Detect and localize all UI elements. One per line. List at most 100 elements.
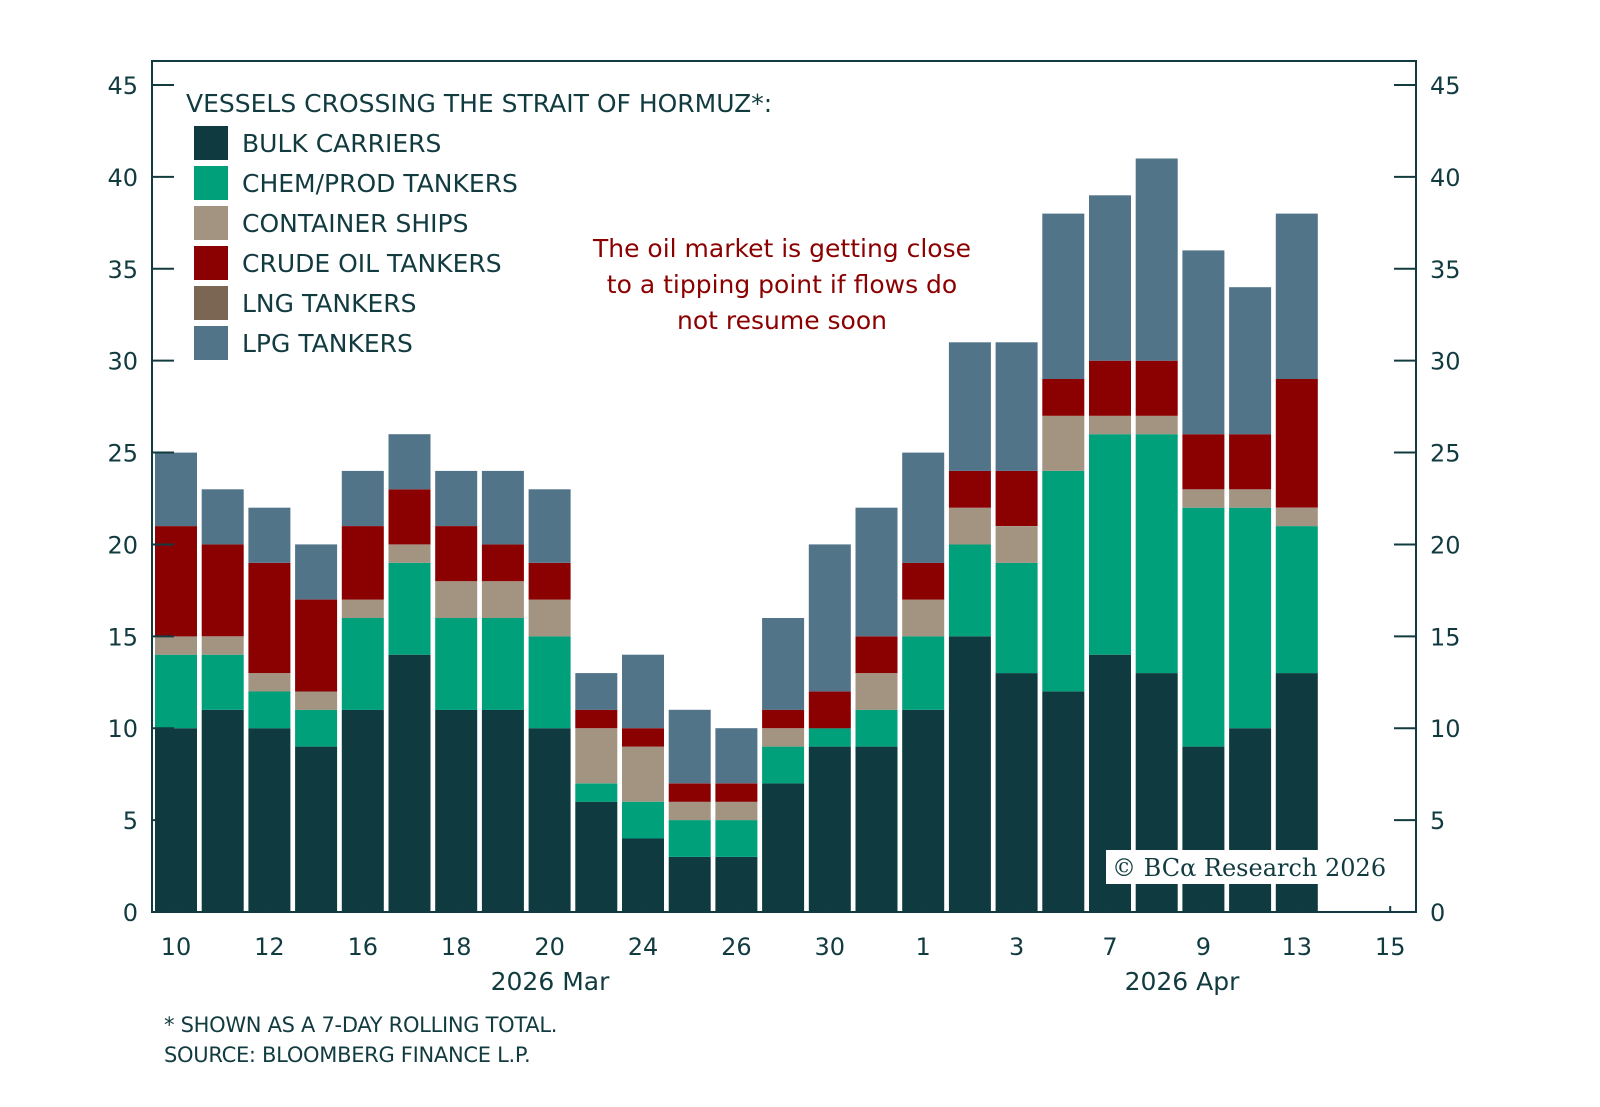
legend-swatch <box>194 326 228 360</box>
bar-segment-container-ships <box>528 599 571 637</box>
legend-label: CRUDE OIL TANKERS <box>242 249 502 278</box>
bar-segment-bulk-carriers <box>201 709 244 912</box>
bar-segment-lpg-tankers <box>155 452 197 527</box>
bar-segment-lpg-tankers <box>622 654 664 729</box>
bar-segment-container-ships <box>668 801 711 821</box>
x-tick-label: 18 <box>441 933 472 961</box>
legend-label: BULK CARRIERS <box>242 129 441 158</box>
x-axis: 10 12 16 18 20 24 26 30 1 3 7 9 13 15 <box>161 906 1405 961</box>
x-tick-label: 12 <box>254 933 285 961</box>
bar-segment-crude-oil-tankers <box>995 470 1038 526</box>
bar-segment-chem-prod-tankers <box>435 618 478 710</box>
bar-segment-crude-oil-tankers <box>295 599 338 692</box>
bar-segment-crude-oil-tankers <box>341 526 384 600</box>
x-tick-label: 20 <box>534 933 565 961</box>
bar-segment-chem-prod-tankers <box>575 783 618 802</box>
y-tick-label-left: 15 <box>107 623 138 651</box>
y-tick-label-left: 30 <box>107 348 138 376</box>
bar-segment-container-ships <box>248 673 291 692</box>
bar-segment-lpg-tankers <box>1089 195 1131 361</box>
x-tick-label: 1 <box>916 933 931 961</box>
bar-segment-container-ships <box>715 801 758 821</box>
bar-segment-bulk-carriers <box>762 783 805 912</box>
bar-segment-container-ships <box>1229 489 1272 508</box>
bar-segment-lpg-tankers <box>855 507 898 637</box>
bar-segment-crude-oil-tankers <box>948 470 991 508</box>
bar-segment-bulk-carriers <box>808 746 851 912</box>
copyright-background <box>1106 850 1386 884</box>
copyright-text: © BCα Research 2026 <box>1112 854 1386 882</box>
bar-segment-crude-oil-tankers <box>1229 434 1272 490</box>
y-tick-label-right: 35 <box>1430 256 1461 284</box>
bar-segment-container-ships <box>341 599 384 618</box>
bar-segment-chem-prod-tankers <box>201 654 244 710</box>
bar-segment-container-ships <box>575 728 618 784</box>
legend: VESSELS CROSSING THE STRAIT OF HORMUZ*: … <box>186 89 772 360</box>
y-tick-label-left: 20 <box>107 531 138 559</box>
bar-segment-chem-prod-tankers <box>1182 507 1225 747</box>
bar-segment-chem-prod-tankers <box>341 618 384 710</box>
bar-segment-crude-oil-tankers <box>808 691 851 729</box>
bar-segment-lpg-tankers <box>1042 213 1085 379</box>
bar-segment-chem-prod-tankers <box>1089 434 1131 655</box>
legend-label: LNG TANKERS <box>242 289 417 318</box>
bar-segment-chem-prod-tankers <box>902 636 945 710</box>
bar-segment-bulk-carriers <box>528 728 571 912</box>
bar-segment-container-ships <box>1042 415 1085 471</box>
bar-segment-lpg-tankers <box>902 452 945 563</box>
bar-segment-bulk-carriers <box>1042 691 1085 912</box>
bar-segment-chem-prod-tankers <box>295 709 338 747</box>
bar-segment-container-ships <box>902 599 945 637</box>
bar-segment-container-ships <box>388 544 431 563</box>
annotation-line-3: not resume soon <box>677 306 887 335</box>
bar-segment-crude-oil-tankers <box>1182 434 1225 490</box>
bar-segment-crude-oil-tankers <box>201 544 244 637</box>
bar-segment-crude-oil-tankers <box>1135 360 1178 416</box>
bar-segment-crude-oil-tankers <box>388 489 431 545</box>
bar-segment-crude-oil-tankers <box>668 783 711 802</box>
bar-segment-container-ships <box>1275 507 1318 527</box>
y-tick-label-right: 15 <box>1430 623 1461 651</box>
bar-segment-lpg-tankers <box>528 489 571 563</box>
bar-segment-lpg-tankers <box>1229 287 1272 435</box>
bar-segment-bulk-carriers <box>995 673 1038 912</box>
x-tick-label: 26 <box>721 933 752 961</box>
bar-segment-container-ships <box>1089 415 1131 435</box>
y-tick-label-left: 35 <box>107 256 138 284</box>
bar-segment-container-ships <box>762 728 805 747</box>
y-tick-label-left: 45 <box>107 72 138 100</box>
y-tick-label-right: 45 <box>1430 72 1461 100</box>
y-tick-label-right: 5 <box>1430 807 1445 835</box>
bar-segment-lpg-tankers <box>715 728 758 784</box>
bar-segment-bulk-carriers <box>388 654 431 912</box>
bar-segment-chem-prod-tankers <box>388 562 431 655</box>
bar-segment-container-ships <box>622 746 664 802</box>
bar-segment-chem-prod-tankers <box>948 544 991 637</box>
bar-segment-chem-prod-tankers <box>762 746 805 784</box>
x-tick-label: 24 <box>628 933 659 961</box>
bar-segment-crude-oil-tankers <box>855 636 898 674</box>
bar-segment-bulk-carriers <box>715 856 758 912</box>
bar-segment-container-ships <box>201 636 244 655</box>
legend-title: VESSELS CROSSING THE STRAIT OF HORMUZ*: <box>186 89 772 118</box>
y-tick-label-right: 40 <box>1430 164 1461 192</box>
legend-label: CHEM/PROD TANKERS <box>242 169 518 198</box>
bar-segment-container-ships <box>1182 489 1225 508</box>
bar-segment-chem-prod-tankers <box>481 618 524 710</box>
y-tick-label-left: 5 <box>123 807 138 835</box>
bar-segment-chem-prod-tankers <box>995 562 1038 674</box>
bar-segment-bulk-carriers <box>295 746 338 912</box>
month-label-mar: 2026 Mar <box>491 967 610 996</box>
bar-segment-crude-oil-tankers <box>1042 379 1085 416</box>
bars-layer <box>155 158 1318 912</box>
y-tick-label-right: 20 <box>1430 531 1461 559</box>
legend-swatch <box>194 166 228 200</box>
legend-swatch <box>194 246 228 280</box>
bar-segment-lpg-tankers <box>341 470 384 526</box>
plot-frame <box>151 60 1417 913</box>
legend-swatch <box>194 126 228 160</box>
x-tick-label: 7 <box>1102 933 1117 961</box>
bar-segment-chem-prod-tankers <box>248 691 291 729</box>
bar-segment-crude-oil-tankers <box>435 526 478 582</box>
